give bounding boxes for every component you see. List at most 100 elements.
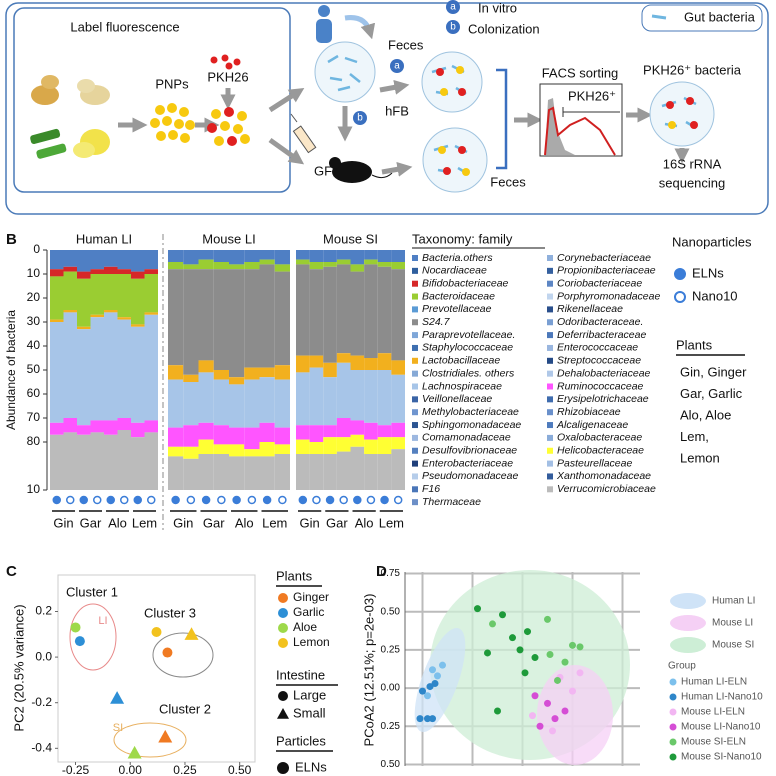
legend-label: Prevotellaceae — [422, 303, 492, 315]
y-tick-label: 20 — [27, 290, 41, 304]
point — [434, 672, 441, 680]
particle-marker — [52, 495, 61, 505]
dye-icon — [210, 54, 241, 70]
particle-marker — [278, 495, 287, 505]
bar-segment — [104, 274, 118, 310]
panel-a: Label fluorescence PNPs PKH26 Feces — [5, 0, 769, 215]
point — [524, 628, 531, 636]
bar-segment — [50, 319, 64, 322]
bar-segment — [323, 266, 337, 363]
bar-segment — [50, 250, 64, 270]
pkh26-label: PKH26 — [207, 69, 248, 84]
point — [509, 634, 516, 642]
bar-segment — [168, 250, 184, 262]
bar-segment — [274, 427, 290, 445]
bar-segment — [104, 312, 118, 421]
badge — [446, 20, 460, 34]
legend-label: Lem, — [680, 429, 709, 444]
bar-segment — [117, 430, 131, 490]
legend-title: Nanoparticles — [672, 234, 752, 249]
bar-segment — [296, 425, 310, 440]
legend-swatch — [547, 319, 553, 326]
pnps-label: PNPs — [155, 76, 189, 91]
bar-segment — [213, 370, 229, 380]
bar-segment — [183, 264, 199, 270]
bar-segment — [77, 329, 91, 426]
legend-swatch — [547, 447, 553, 454]
bar-segment — [259, 422, 275, 442]
bar-segment — [63, 312, 77, 418]
bar-segment — [274, 379, 290, 428]
bar-segment — [274, 264, 290, 272]
legend-label: Mouse LI — [712, 618, 753, 629]
y-tick-label: 60 — [27, 386, 41, 400]
legend-swatch — [547, 383, 553, 390]
legend-title: Particles — [276, 733, 326, 748]
petri-dish — [421, 51, 483, 113]
legend-label: Bacteroidaceae — [422, 290, 495, 302]
bar-segment — [183, 374, 199, 382]
legend-box — [641, 4, 763, 32]
bar-segment — [244, 367, 260, 380]
legend-marker — [669, 708, 677, 716]
legend-swatch — [547, 434, 553, 441]
point — [561, 658, 569, 666]
point — [576, 669, 584, 677]
particle-marker — [79, 495, 88, 505]
bar-segment — [391, 250, 405, 262]
bar-segment — [168, 427, 184, 447]
bar-segment — [391, 437, 405, 450]
badge-label: b — [450, 22, 456, 33]
legend-title: Taxonomy: family — [412, 231, 513, 246]
point — [419, 687, 426, 695]
panel-letter: B — [6, 231, 17, 248]
y-tick-label: 70 — [27, 410, 41, 424]
point — [439, 661, 446, 669]
legend-label: Odoribacteraceae. — [557, 316, 643, 328]
x-tick-label: Gin — [300, 515, 320, 530]
feces-label: Feces — [490, 174, 526, 189]
particle-marker — [147, 495, 156, 505]
particle-marker — [186, 495, 196, 505]
bar-segment — [336, 259, 351, 265]
badge-label: a — [394, 61, 400, 72]
bar-segment — [377, 437, 392, 454]
legend-label: Pseudomonadaceae — [422, 470, 518, 482]
bar-segment — [104, 266, 118, 274]
x-tick-label: Lem — [262, 515, 287, 530]
legend-marker — [278, 623, 288, 633]
point — [127, 745, 142, 759]
labeled-bacteria-icon — [431, 64, 467, 96]
bar-segment — [377, 266, 392, 354]
bar-segment — [168, 262, 184, 270]
bar-segment — [259, 367, 275, 378]
bar-segment — [131, 326, 145, 423]
labeled-pnps-icon — [207, 107, 250, 146]
bar-segment — [350, 370, 365, 421]
panel-letter: C — [6, 563, 17, 580]
badge — [446, 0, 460, 14]
particle-marker — [393, 495, 403, 505]
bar-segment — [350, 271, 365, 356]
bar-segment — [259, 264, 275, 368]
bar-segment — [336, 362, 351, 418]
legend-label: Streptococcaceae — [557, 355, 641, 367]
bar-segment — [144, 274, 158, 313]
point — [162, 647, 173, 658]
y-tick-label: 0.2 — [35, 604, 52, 618]
legend-swatch — [412, 370, 418, 377]
bar-segment — [50, 269, 64, 277]
point — [424, 692, 431, 700]
particle-marker — [339, 495, 348, 505]
legend-swatch — [412, 409, 418, 416]
legend-swatch — [547, 267, 553, 274]
legend-label: Methylobacteriaceae — [422, 406, 519, 418]
point — [158, 729, 173, 743]
legend-label: Human LI-Nano10 — [681, 692, 763, 703]
legend-marker — [278, 638, 288, 648]
legend-swatch — [412, 486, 418, 493]
route-b-text: Colonization — [468, 21, 540, 36]
bar-segment — [274, 250, 290, 265]
particle-marker — [66, 495, 75, 505]
cluster-ellipse — [69, 603, 117, 671]
